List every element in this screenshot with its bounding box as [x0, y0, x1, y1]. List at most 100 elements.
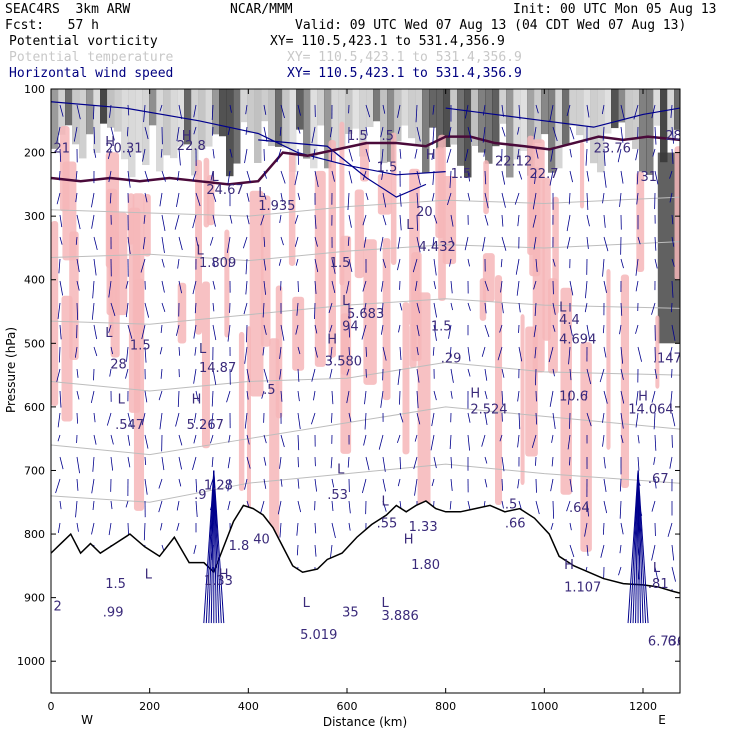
wind-vector-arrow [314, 280, 317, 294]
wind-vector-arrow [294, 170, 299, 186]
wind-vector-arrow [227, 126, 231, 136]
pv-shading-column [555, 89, 563, 169]
wind-vector-arrow [226, 236, 231, 253]
wind-vector-arrow [76, 456, 80, 474]
pink-streak [275, 285, 283, 419]
wind-vector-arrow [399, 192, 402, 207]
wind-vector-arrow [192, 214, 197, 229]
wind-speed-contour-line [258, 139, 427, 198]
wind-vector-arrow [348, 170, 353, 184]
wind-vector-arrow [566, 236, 571, 249]
wind-vector-arrow [108, 170, 112, 183]
contour-annotation: 2 [53, 599, 61, 614]
wind-vector-arrow [654, 258, 658, 269]
wind-vector-arrow [246, 368, 250, 383]
y-axis-tick-label: 200 [24, 147, 45, 160]
wind-vector-arrow [348, 148, 353, 162]
pv-shading-column [625, 89, 633, 141]
wind-vector-arrow [416, 126, 421, 142]
wind-vector-arrow [59, 500, 62, 510]
wind-vector-arrow [246, 324, 248, 343]
wind-vector-arrow [108, 324, 112, 333]
wind-vector-arrow [160, 324, 163, 333]
wind-vector-arrow [449, 434, 452, 450]
wind-vector-arrow [297, 434, 300, 451]
wind-vector-arrow [397, 258, 401, 271]
wind-vector-arrow [280, 170, 286, 184]
wind-vector-arrow [619, 544, 622, 554]
pv-shading-column [93, 89, 101, 153]
pv-shading-column [184, 89, 192, 145]
wind-vector-arrow [314, 214, 317, 229]
contour-annotation: L [258, 186, 266, 201]
wind-vector-arrow [144, 126, 149, 140]
pv-shading-column [331, 89, 339, 150]
wind-vector-arrow [161, 456, 165, 471]
x-axis-tick-label: 600 [337, 700, 358, 713]
wind-vector-arrow [552, 126, 558, 142]
wind-vector-arrow [399, 412, 404, 423]
pv-shading-column [65, 89, 73, 126]
wind-vector-arrow [108, 280, 112, 298]
wind-vector-arrow [330, 148, 333, 162]
wind-vector-arrow [227, 500, 231, 511]
contour-annotation: L [382, 596, 390, 611]
wind-vector-arrow [280, 478, 283, 487]
wind-vector-arrow [362, 280, 367, 292]
wind-vector-arrow [381, 302, 384, 315]
wind-vector-arrow [448, 324, 452, 339]
wind-vector-arrow [210, 412, 214, 429]
wind-vector-arrow [242, 236, 248, 249]
wind-vector-arrow [143, 104, 146, 123]
wind-vector-arrow [110, 456, 114, 471]
pink-streak [340, 313, 350, 375]
wind-vector-arrow [382, 258, 387, 268]
wind-vector-arrow [636, 192, 639, 205]
wind-vector-arrow [212, 214, 216, 227]
pv-shading-column [667, 89, 675, 137]
wind-vector-arrow [59, 280, 64, 296]
wind-vector-arrow [586, 412, 592, 427]
pink-streak [354, 189, 364, 279]
wind-vector-arrow [533, 324, 537, 338]
contour-annotation: .29 [441, 351, 462, 366]
wind-vector-arrow [602, 324, 605, 334]
wind-vector-arrow [585, 280, 588, 299]
wind-vector-arrow [586, 236, 589, 249]
wind-vector-arrow [433, 214, 438, 224]
pink-streak [579, 141, 585, 209]
wind-vector-arrow [603, 500, 608, 514]
wind-vector-arrow [263, 324, 267, 335]
pv-shading-column [268, 89, 276, 147]
pv-shading-column [541, 89, 549, 135]
wind-vector-arrow [431, 412, 435, 427]
wind-vector-arrow [651, 104, 656, 119]
pv-shading-column [590, 89, 598, 164]
wind-vector-arrow [331, 170, 335, 182]
wind-vector-arrow [670, 104, 673, 118]
wind-vector-arrow [279, 346, 282, 360]
pv-shading-column [457, 89, 465, 166]
wind-vector-arrow [518, 302, 521, 313]
pink-streak [363, 239, 377, 385]
wind-vector-arrow [653, 412, 656, 430]
wind-vector-arrow [297, 478, 300, 489]
wind-vector-arrow [484, 214, 489, 226]
y-axis-tick-label: 900 [24, 592, 45, 605]
wind-vector-arrow [533, 236, 537, 250]
x-axis-title: Distance (km) [323, 715, 407, 729]
wind-vector-arrow [501, 390, 504, 405]
contour-annotation: 21 [53, 142, 70, 157]
wind-vector-arrow [481, 434, 486, 447]
wind-vector-arrow [416, 412, 421, 425]
pink-streak [328, 139, 336, 358]
wind-vector-arrow [76, 280, 80, 291]
wind-vector-arrow [584, 522, 588, 537]
wind-vector-arrow [363, 236, 367, 248]
wind-vector-arrow [464, 148, 469, 162]
field-name-pv: Potential vorticity [9, 34, 158, 49]
wind-vector-arrow [279, 368, 282, 380]
wind-vector-arrow [161, 280, 165, 293]
wind-vector-arrow [484, 302, 487, 314]
wind-vector-arrow [76, 390, 80, 400]
